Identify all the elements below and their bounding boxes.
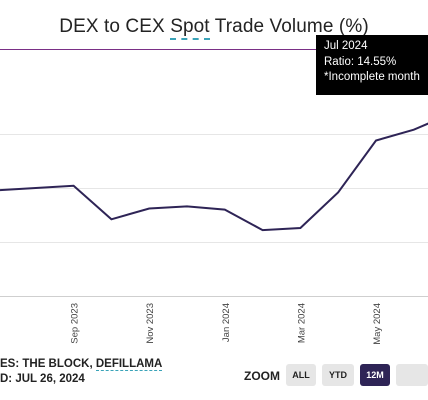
- chart-title-link[interactable]: Spot: [170, 16, 210, 40]
- title-divider: [0, 49, 428, 50]
- data-point[interactable]: [260, 227, 266, 233]
- data-point[interactable]: [222, 207, 228, 213]
- zoom-more-button[interactable]: [396, 364, 428, 386]
- chart-title-prefix: DEX to CEX: [59, 16, 165, 37]
- tooltip-date: Jul 2024: [324, 40, 368, 52]
- data-point[interactable]: [335, 189, 341, 195]
- data-point[interactable]: [71, 183, 77, 189]
- x-tick-label: Mar 2024: [296, 303, 307, 343]
- x-tick-label: Sep 2023: [70, 303, 81, 344]
- zoom-12m-button[interactable]: 12M: [360, 364, 390, 386]
- data-point[interactable]: [297, 225, 303, 231]
- data-point[interactable]: [184, 203, 190, 209]
- tooltip-ratio: Ratio: 14.55%: [324, 55, 397, 68]
- sources-link-defillama[interactable]: DEFILLAMA: [95, 358, 163, 371]
- series-line[interactable]: [0, 114, 428, 232]
- zoom-label: ZOOM: [244, 369, 280, 383]
- tooltip-note: *Incomplete month: [324, 71, 420, 83]
- data-point[interactable]: [411, 127, 417, 133]
- chart-tooltip: Jul 2024 Ratio: 14.55% *Incomplete month: [316, 35, 428, 95]
- sources-prefix: ES: THE BLOCK,: [0, 358, 96, 370]
- updated-line: D: JUL 26, 2024: [0, 373, 85, 385]
- chart-title: DEX to CEX Spot Trade Volume (%): [0, 16, 428, 40]
- data-point[interactable]: [146, 206, 152, 212]
- data-point[interactable]: [108, 216, 114, 222]
- data-point[interactable]: [373, 138, 379, 144]
- x-tick-label: Nov 2023: [145, 303, 156, 344]
- zoom-ytd-button[interactable]: YTD: [322, 364, 354, 386]
- x-axis-ticks: Sep 2023 Nov 2023 Jan 2024 Mar 2024 May 2024: [70, 303, 383, 345]
- x-tick-label: Jan 2024: [221, 303, 232, 342]
- chart-gridlines: [0, 134, 428, 297]
- x-tick-label: May 2024: [372, 303, 383, 345]
- chart-title-suffix: Trade Volume (%): [214, 16, 369, 37]
- sources-line: ES: THE BLOCK, DEFILLAMA: [0, 358, 163, 371]
- data-point[interactable]: [33, 185, 39, 191]
- series-points: [0, 110, 428, 234]
- zoom-all-button[interactable]: ALL: [286, 364, 316, 386]
